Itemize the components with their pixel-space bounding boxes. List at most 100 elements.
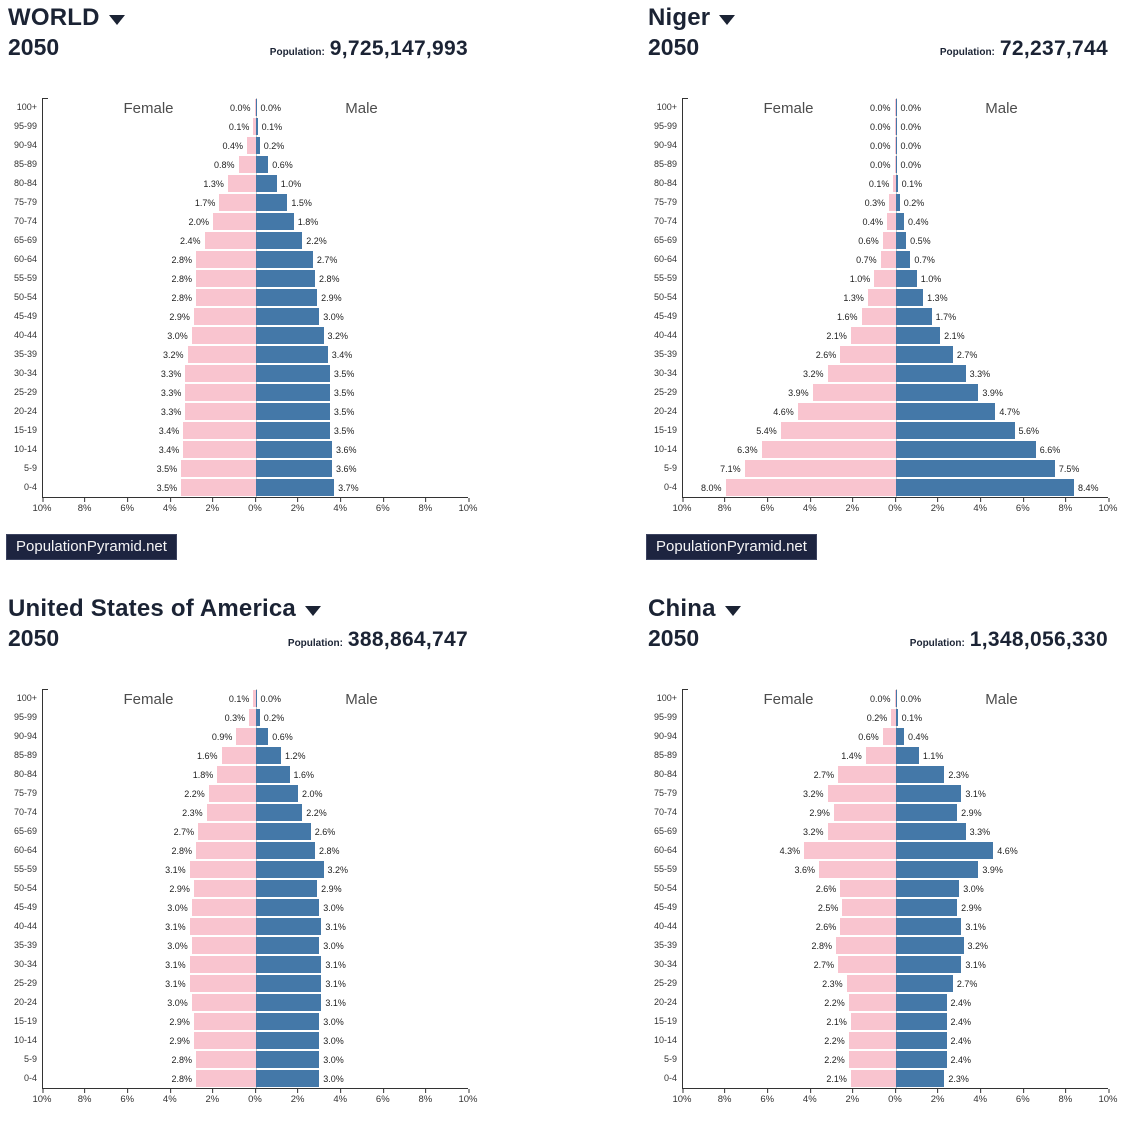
male-bar: [895, 156, 897, 173]
female-value-label: 3.1%: [165, 921, 186, 932]
pyramid-row: 3.2% 3.1%: [683, 784, 1108, 803]
male-value-label: 2.7%: [316, 254, 338, 265]
male-value-label: 3.9%: [982, 387, 1003, 398]
male-bar: [895, 346, 953, 363]
age-axis: 100+ 95-99 90-94 85-89 80-84 75-79 70-74 65-69 6…: [648, 98, 682, 518]
male-bar: [255, 213, 294, 230]
female-bar: [191, 937, 256, 954]
male-bar: [895, 690, 897, 707]
pyramid-chart: 100+ 95-99 90-94 85-89 80-84 75-79 70-74 65-69 6…: [8, 689, 478, 1109]
female-bar: [850, 1013, 896, 1030]
male-value-label: 3.0%: [323, 1035, 344, 1046]
x-axis-tick-label: 10%: [458, 1089, 478, 1105]
male-value-label: 2.8%: [319, 273, 340, 284]
female-bar: [189, 956, 256, 973]
male-value-label: 2.0%: [302, 788, 323, 799]
age-group-label: 0-4: [663, 1073, 677, 1083]
female-value-label: 3.0%: [167, 330, 188, 341]
age-group-label: 100+: [16, 693, 37, 703]
male-value-label: 1.0%: [280, 178, 302, 189]
country-selector[interactable]: Niger: [648, 2, 1108, 34]
age-group-label: 50-54: [13, 292, 37, 302]
female-value-label: 4.6%: [773, 406, 794, 417]
age-group-label: 50-54: [13, 883, 37, 893]
female-value-label: 7.1%: [720, 463, 741, 474]
x-axis-tick-label: 8%: [418, 498, 433, 514]
pyramid-row: 0.0% 0.0%: [43, 98, 468, 117]
male-value-label: 1.6%: [293, 769, 315, 780]
watermark-badge[interactable]: PopulationPyramid.net: [6, 534, 177, 560]
age-group-label: 65-69: [653, 826, 677, 836]
pyramid-row: 2.9% 3.0%: [43, 1012, 468, 1031]
female-bar: [882, 728, 896, 745]
female-value-label: 1.6%: [196, 750, 218, 761]
age-group-label: 70-74: [653, 216, 677, 226]
plot-area: Female Male 0.0% 0.0% 0.0%: [672, 98, 1118, 518]
pyramid-row: 3.3% 3.5%: [43, 402, 468, 421]
x-axis: 10% 8% 6% 4% 2% 0% 2% 4% 6% 8% 10%: [672, 1089, 1118, 1109]
country-name[interactable]: WORLD: [8, 4, 100, 31]
male-bar: [895, 137, 897, 154]
age-group-label: 85-89: [653, 159, 677, 169]
population-value: 9,725,147,993: [329, 37, 468, 60]
age-group-label: 85-89: [13, 159, 37, 169]
male-value-label: 3.0%: [323, 1054, 344, 1065]
female-value-label: 2.9%: [169, 311, 190, 322]
pyramid-panel-china: China 2050 Population: 1,348,056,330 100…: [640, 563, 1140, 1126]
female-value-label: 0.9%: [211, 731, 233, 742]
x-axis-tick-label: 0%: [888, 498, 902, 514]
female-bar: [206, 804, 256, 821]
country-selector[interactable]: United States of America: [8, 593, 468, 625]
female-value-label: 1.8%: [192, 769, 214, 780]
chevron-down-icon: [108, 15, 125, 25]
pyramid-panel-world: WORLD 2050 Population: 9,725,147,993 100…: [0, 0, 640, 563]
female-bar: [253, 118, 256, 135]
x-axis-tick-label: 10%: [672, 1089, 692, 1105]
male-bar: [895, 460, 1055, 477]
female-bar: [842, 899, 896, 916]
male-bar: [255, 251, 313, 268]
female-bar: [213, 213, 256, 230]
female-value-label: 2.2%: [824, 1035, 845, 1046]
female-bar: [181, 479, 256, 496]
age-group-label: 15-19: [653, 1016, 677, 1026]
female-bar: [894, 156, 896, 173]
female-value-label: 1.6%: [836, 311, 858, 322]
age-group-label: 45-49: [13, 902, 37, 912]
age-group-label: 80-84: [653, 769, 677, 779]
male-value-label: 6.6%: [1039, 444, 1061, 455]
year-label: 2050: [8, 625, 60, 651]
female-value-label: 2.4%: [179, 235, 201, 246]
female-bar: [780, 422, 896, 439]
country-name[interactable]: China: [648, 595, 716, 622]
pyramid-row: 2.5% 2.9%: [683, 898, 1108, 917]
age-axis: 100+ 95-99 90-94 85-89 80-84 75-79 70-74 65-69 6…: [8, 98, 42, 518]
country-selector[interactable]: WORLD: [8, 2, 468, 34]
male-bar: [255, 918, 322, 935]
female-bar: [804, 842, 896, 859]
male-bar: [255, 346, 328, 363]
male-value-label: 3.2%: [967, 940, 989, 951]
country-selector[interactable]: China: [648, 593, 1108, 625]
watermark-badge[interactable]: PopulationPyramid.net: [646, 534, 817, 560]
male-bar: [895, 899, 958, 916]
country-name[interactable]: United States of America: [8, 595, 296, 622]
age-group-label: 95-99: [653, 121, 677, 131]
male-bar: [895, 384, 979, 401]
male-bar: [255, 994, 322, 1011]
female-bar: [208, 785, 256, 802]
female-bar: [196, 842, 256, 859]
male-value-label: 1.3%: [927, 292, 948, 303]
female-bar: [861, 308, 896, 325]
female-value-label: 2.8%: [811, 940, 832, 951]
country-name[interactable]: Niger: [648, 4, 711, 31]
female-value-label: 3.3%: [160, 368, 182, 379]
male-bar: [255, 747, 281, 764]
x-axis-tick-label: 2%: [930, 1089, 945, 1105]
age-group-label: 95-99: [13, 121, 37, 131]
female-bar: [238, 156, 256, 173]
female-bar: [865, 747, 896, 764]
pyramid-row: 6.3% 6.6%: [683, 440, 1108, 459]
female-value-label: 3.5%: [156, 463, 178, 474]
pyramid-panel-usa: United States of America 2050 Population…: [0, 563, 640, 1126]
